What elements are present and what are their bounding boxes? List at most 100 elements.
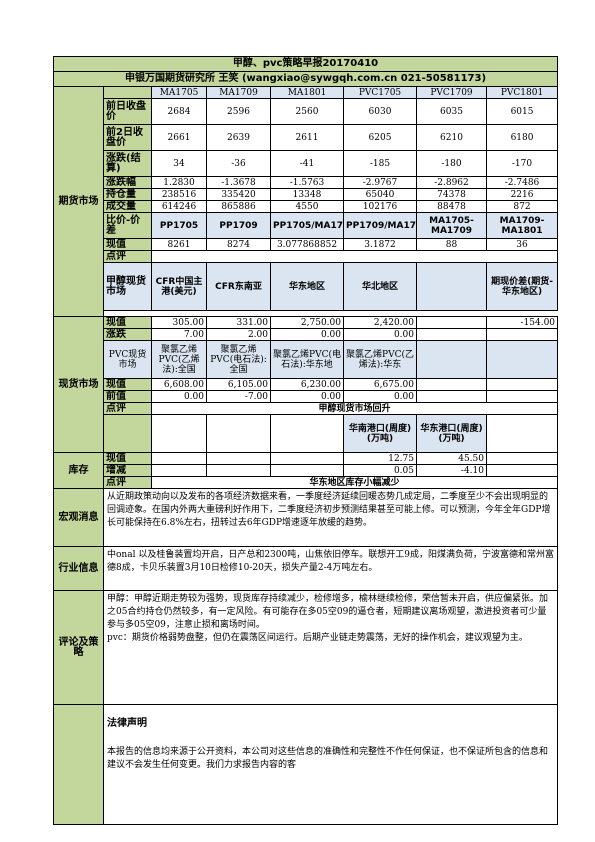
futures-cell: 238516 bbox=[151, 188, 207, 201]
futures-cell: 65040 bbox=[343, 188, 417, 201]
spot-comment: 甲醇现货市场回升 bbox=[150, 402, 559, 415]
row-label: 涨跌幅 bbox=[103, 176, 152, 189]
row-label: 比价-价差 bbox=[103, 212, 152, 239]
spot-col-header: 期现价差(期货-华东地区) bbox=[485, 262, 559, 311]
pvc-col-header bbox=[416, 340, 487, 379]
spot-section-label: 现货市场 bbox=[53, 316, 104, 453]
contract-header: MA1709 bbox=[206, 86, 271, 99]
futures-cell: 88478 bbox=[416, 200, 487, 213]
futures-cell: -2.8962 bbox=[416, 176, 487, 189]
futures-cell: 335420 bbox=[206, 188, 271, 201]
futures-cell: 2596 bbox=[206, 98, 271, 125]
pvc-col-header: 聚氯乙烯PVC(电石法):华东地 bbox=[270, 340, 344, 379]
spot-cell: 0.00 bbox=[270, 328, 344, 341]
futures-cell: 4550 bbox=[270, 200, 344, 213]
spot-cell: 331.00 bbox=[206, 316, 271, 329]
pvc-cell: 0.00 bbox=[343, 390, 417, 403]
futures-cell: 6015 bbox=[485, 98, 559, 125]
spot-col-header: CFR中国主港(美元) bbox=[151, 262, 207, 311]
spread-header: PP1709 bbox=[206, 212, 271, 239]
industry-label: 行业信息 bbox=[53, 546, 104, 591]
pvc-col-header: 聚氯乙烯PVC(乙烯法):全国 bbox=[151, 340, 207, 379]
spot-col-header: 华东地区 bbox=[270, 262, 344, 311]
row-label: 增减 bbox=[103, 464, 152, 477]
pvc-col-header: 聚氯乙烯PVC(电石法):全国 bbox=[206, 340, 271, 379]
pvc-cell: 6,675.00 bbox=[343, 378, 417, 391]
strategy-label: 评论及策略 bbox=[53, 590, 104, 705]
legal-title: 法律声明 bbox=[107, 718, 147, 729]
inventory-cell: 45.50 bbox=[416, 452, 487, 465]
row-label: 涨跌(结算) bbox=[103, 150, 152, 177]
comment-label: 点评 bbox=[103, 250, 152, 263]
methanol-spot-header: 甲醇现货市场 bbox=[103, 262, 152, 311]
spot-cell: 305.00 bbox=[151, 316, 207, 329]
macro-label: 宏观消息 bbox=[53, 488, 104, 547]
macro-text: 从近期政策动向以及发布的各项经济数据来看，一季度经济延续回暖态势几成定局，二季度… bbox=[102, 488, 559, 547]
inventory-col-header: 华东港口(周度)(万吨) bbox=[416, 414, 487, 453]
futures-section-label: 期货市场 bbox=[53, 86, 104, 317]
pvc-cell bbox=[416, 378, 487, 391]
spread-cell: 8261 bbox=[151, 238, 207, 251]
futures-cell: 34 bbox=[151, 150, 207, 177]
spot-cell: 2.00 bbox=[206, 328, 271, 341]
futures-cell: 2684 bbox=[151, 98, 207, 125]
report-author: 申银万国期货研究所 王笑 (wangxiao@sywgqh.com.cn 021… bbox=[52, 71, 559, 87]
futures-cell: -1.3678 bbox=[206, 176, 271, 189]
pvc-col-header: 聚氯乙烯PVC(乙烯法):华东 bbox=[343, 340, 417, 379]
inventory-section-label: 库存 bbox=[53, 452, 104, 489]
contract-header: PVC1705 bbox=[343, 86, 417, 99]
legal-text: 本报告的信息均来源于公开资料，本公司对这些信息的准确性和完整性不作任何保证，也不… bbox=[107, 747, 549, 770]
row-label: 前2日收盘价 bbox=[103, 124, 152, 151]
inventory-cell: 12.75 bbox=[343, 452, 417, 465]
futures-cell: -2.9767 bbox=[343, 176, 417, 189]
report-title: 甲醇、pvc策略早报20170410 bbox=[52, 56, 559, 72]
futures-cell: 1.2830 bbox=[151, 176, 207, 189]
row-label: 现值 bbox=[103, 316, 152, 329]
comment-label: 点评 bbox=[103, 476, 152, 489]
methanol-strategy-text: 甲醇：甲醇近期走势较为强势，现货库存持续减少，检修增多，榆林继续检修，荣信暂未开… bbox=[107, 594, 549, 630]
row-label: 成交量 bbox=[103, 200, 152, 213]
futures-cell: 872 bbox=[485, 200, 559, 213]
row-label: 现值 bbox=[103, 238, 152, 251]
pvc-cell: 6,608.00 bbox=[151, 378, 207, 391]
contract-header: PVC1801 bbox=[485, 86, 559, 99]
spot-col-header bbox=[416, 262, 487, 311]
futures-cell: 6030 bbox=[343, 98, 417, 125]
pvc-col-header bbox=[485, 340, 559, 379]
futures-cell: 865886 bbox=[206, 200, 271, 213]
spread-cell: 8274 bbox=[206, 238, 271, 251]
pvc-strategy-text: pvc：期货价格弱势盘整，但仍在震荡区间运行。后期产业链走势震荡，无好的操作机会… bbox=[107, 633, 528, 643]
futures-cell: -185 bbox=[343, 150, 417, 177]
row-label: 前日收盘价 bbox=[103, 98, 152, 125]
row-label: 现值 bbox=[103, 378, 152, 391]
spread-header: PP1705 bbox=[151, 212, 207, 239]
futures-cell: 6210 bbox=[416, 124, 487, 151]
futures-cell: 74378 bbox=[416, 188, 487, 201]
futures-cell: 2661 bbox=[151, 124, 207, 151]
spot-col-header: CFR东南亚 bbox=[206, 262, 271, 311]
row-label: 前值 bbox=[103, 390, 152, 403]
futures-cell: 6035 bbox=[416, 98, 487, 125]
pvc-cell: 0.00 bbox=[151, 390, 207, 403]
inventory-comment: 华东地区库存小幅减少 bbox=[150, 476, 559, 489]
futures-cell: 614246 bbox=[151, 200, 207, 213]
futures-cell: -36 bbox=[206, 150, 271, 177]
pvc-cell bbox=[416, 390, 487, 403]
futures-cell: -41 bbox=[270, 150, 344, 177]
spot-cell: 2,420.00 bbox=[343, 316, 417, 329]
inventory-cell: -4.10 bbox=[416, 464, 487, 477]
futures-cell: -2.7486 bbox=[485, 176, 559, 189]
spread-cell: 88 bbox=[416, 238, 487, 251]
pvc-cell: 0.00 bbox=[270, 390, 344, 403]
spot-cell: -154.00 bbox=[485, 316, 559, 329]
futures-cell: 6180 bbox=[485, 124, 559, 151]
spread-header: PP1709/MA1709 bbox=[343, 212, 417, 239]
spot-col-header: 华北地区 bbox=[343, 262, 417, 311]
spot-cell: 7.00 bbox=[151, 328, 207, 341]
spot-cell bbox=[485, 328, 559, 341]
inventory-col-header: 华南港口(周度)(万吨) bbox=[343, 414, 417, 453]
pvc-cell bbox=[485, 378, 559, 391]
futures-cell: -180 bbox=[416, 150, 487, 177]
spread-header: MA1709-MA1801 bbox=[485, 212, 559, 239]
spread-cell: 36 bbox=[485, 238, 559, 251]
